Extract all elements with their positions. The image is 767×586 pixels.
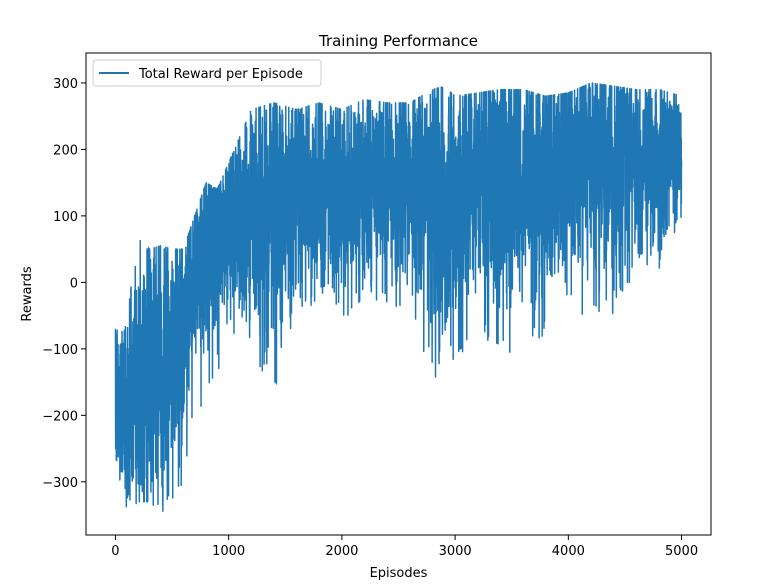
y-axis-title: Rewards: [20, 266, 35, 321]
axes-frame: [85, 52, 712, 536]
x-tick-label: 0: [111, 544, 119, 559]
x-tick-label: 3000: [439, 544, 472, 559]
x-tick-label: 1000: [212, 544, 245, 559]
y-tick-label: 200: [53, 143, 78, 158]
legend-label: Total Reward per Episode: [138, 67, 303, 82]
chart-title: Training Performance: [318, 32, 478, 50]
y-tick-label: 0: [70, 276, 78, 291]
y-tick-label: −200: [42, 409, 78, 424]
y-tick-label: 300: [53, 77, 78, 92]
y-tick-label: −300: [42, 476, 78, 491]
x-tick-label: 5000: [665, 544, 698, 559]
legend: Total Reward per Episode: [92, 59, 322, 87]
y-tick-label: 100: [53, 210, 78, 225]
x-axis: 0 1000 2000 3000 4000 5000: [111, 535, 698, 559]
x-tick-label: 4000: [552, 544, 585, 559]
legend-box: [92, 59, 322, 87]
x-axis-title: Episodes: [370, 566, 428, 581]
y-tick-label: −100: [42, 343, 78, 358]
series-line: [114, 82, 683, 512]
series-group: [114, 82, 683, 512]
x-tick-label: 2000: [325, 544, 358, 559]
y-axis: −300 −200 −100 0 100 200 300: [42, 77, 86, 491]
